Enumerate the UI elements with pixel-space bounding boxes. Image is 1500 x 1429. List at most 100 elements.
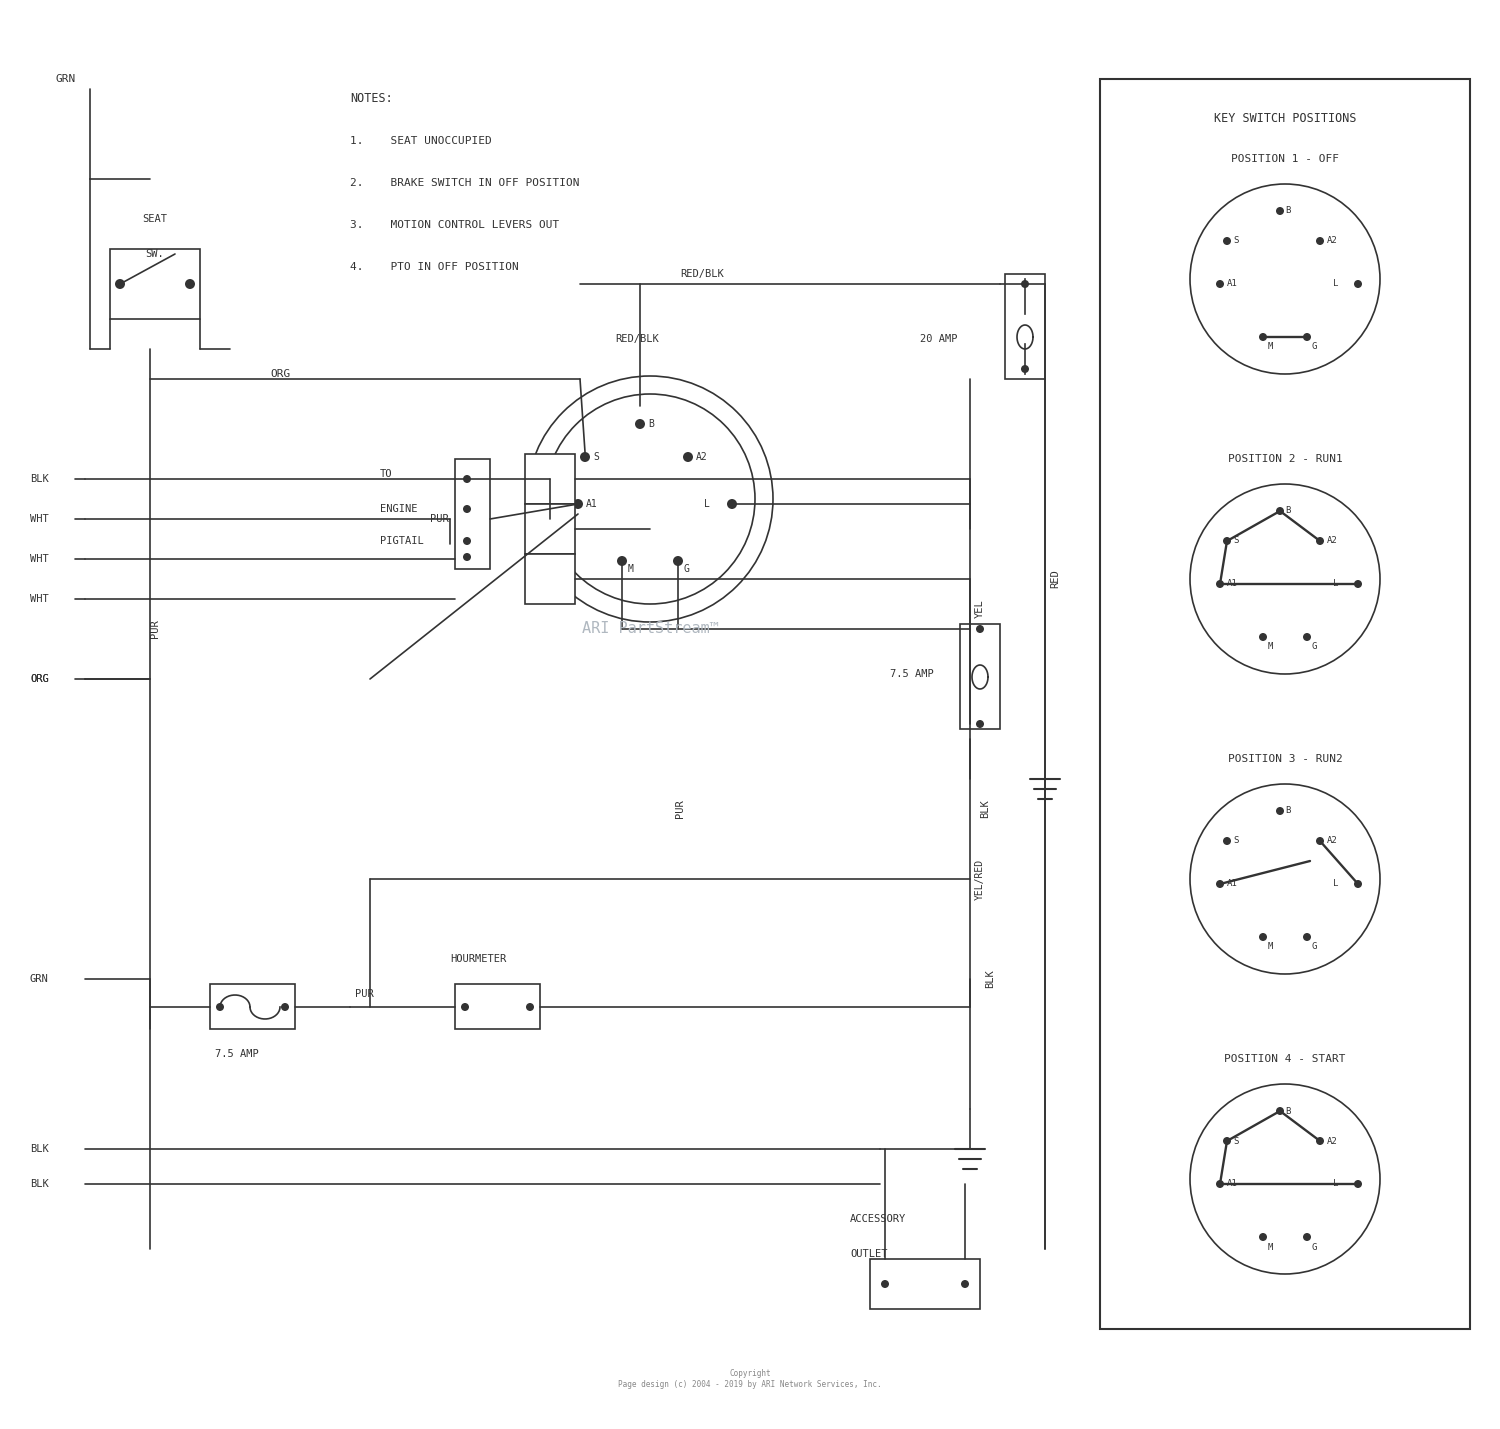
Circle shape — [1216, 280, 1224, 289]
Circle shape — [1258, 633, 1268, 642]
Circle shape — [464, 553, 471, 562]
Text: S: S — [1233, 836, 1239, 846]
Circle shape — [1216, 1180, 1224, 1187]
Text: ORG: ORG — [270, 369, 291, 379]
Text: WHT: WHT — [30, 554, 48, 564]
Circle shape — [116, 279, 124, 289]
Text: BLK: BLK — [30, 1179, 48, 1189]
Text: ORG: ORG — [30, 674, 48, 684]
Text: HOURMETER: HOURMETER — [450, 955, 506, 965]
Text: KEY SWITCH POSITIONS: KEY SWITCH POSITIONS — [1214, 113, 1356, 126]
Circle shape — [1304, 933, 1311, 942]
Text: A1: A1 — [586, 499, 597, 509]
Circle shape — [1258, 1233, 1268, 1240]
Circle shape — [464, 504, 471, 513]
Text: A2: A2 — [1328, 1136, 1338, 1146]
Circle shape — [1222, 537, 1232, 544]
Text: B: B — [1286, 806, 1290, 816]
Text: Copyright
Page design (c) 2004 - 2019 by ARI Network Services, Inc.: Copyright Page design (c) 2004 - 2019 by… — [618, 1369, 882, 1389]
Text: M: M — [628, 564, 634, 574]
Text: S: S — [592, 452, 598, 462]
Text: POSITION 2 - RUN1: POSITION 2 - RUN1 — [1227, 454, 1342, 464]
Text: RED/BLK: RED/BLK — [680, 269, 723, 279]
Text: POSITION 4 - START: POSITION 4 - START — [1224, 1055, 1346, 1065]
Circle shape — [880, 1280, 890, 1288]
Circle shape — [962, 1280, 969, 1288]
Text: 2.    BRAKE SWITCH IN OFF POSITION: 2. BRAKE SWITCH IN OFF POSITION — [350, 179, 579, 189]
Text: PUR: PUR — [356, 989, 374, 999]
Text: POSITION 3 - RUN2: POSITION 3 - RUN2 — [1227, 755, 1342, 765]
Text: NOTES:: NOTES: — [350, 93, 393, 106]
Circle shape — [1276, 507, 1284, 514]
Circle shape — [674, 556, 682, 566]
Circle shape — [216, 1003, 223, 1010]
Text: ARI PartStream™: ARI PartStream™ — [582, 622, 718, 636]
Text: G: G — [1312, 643, 1317, 652]
Text: 3.    MOTION CONTROL LEVERS OUT: 3. MOTION CONTROL LEVERS OUT — [350, 220, 560, 230]
Text: GRN: GRN — [56, 74, 75, 84]
FancyBboxPatch shape — [870, 1259, 980, 1309]
Text: A1: A1 — [1227, 580, 1238, 589]
FancyBboxPatch shape — [1005, 274, 1046, 379]
Text: B: B — [1286, 1106, 1290, 1116]
Text: G: G — [684, 564, 690, 574]
Circle shape — [1316, 237, 1324, 244]
Text: OUTLET: OUTLET — [850, 1249, 888, 1259]
Text: B: B — [1286, 207, 1290, 216]
Circle shape — [1316, 837, 1324, 845]
Text: L: L — [1334, 280, 1338, 289]
FancyBboxPatch shape — [1100, 79, 1470, 1329]
Text: PUR: PUR — [430, 514, 448, 524]
Circle shape — [1354, 280, 1362, 289]
FancyBboxPatch shape — [110, 249, 200, 319]
Circle shape — [634, 419, 645, 429]
Circle shape — [1316, 1137, 1324, 1145]
Text: RED: RED — [1050, 570, 1060, 589]
FancyBboxPatch shape — [960, 624, 1000, 729]
Text: G: G — [1312, 1242, 1317, 1252]
Circle shape — [616, 556, 627, 566]
Text: 7.5 AMP: 7.5 AMP — [890, 669, 933, 679]
FancyBboxPatch shape — [454, 985, 540, 1029]
Text: G: G — [1312, 943, 1317, 952]
Text: A1: A1 — [1227, 1179, 1238, 1189]
Text: RED/BLK: RED/BLK — [615, 334, 658, 344]
Text: BLK: BLK — [30, 1145, 48, 1155]
Text: WHT: WHT — [30, 594, 48, 604]
Circle shape — [280, 1003, 290, 1010]
Text: S: S — [1233, 1136, 1239, 1146]
Circle shape — [1258, 933, 1268, 942]
Text: A1: A1 — [1227, 280, 1238, 289]
FancyBboxPatch shape — [210, 985, 296, 1029]
FancyBboxPatch shape — [525, 554, 574, 604]
Text: M: M — [1268, 343, 1274, 352]
Circle shape — [1304, 633, 1311, 642]
Text: PIGTAIL: PIGTAIL — [380, 536, 423, 546]
Text: YEL/RED: YEL/RED — [975, 859, 986, 900]
Text: TO: TO — [380, 469, 393, 479]
Text: YEL: YEL — [975, 600, 986, 619]
Text: A2: A2 — [1328, 237, 1338, 246]
Text: L: L — [704, 499, 710, 509]
Circle shape — [1276, 807, 1284, 815]
Text: ACCESSORY: ACCESSORY — [850, 1215, 906, 1225]
Text: 4.    PTO IN OFF POSITION: 4. PTO IN OFF POSITION — [350, 262, 519, 272]
Text: GRN: GRN — [30, 975, 48, 985]
Text: BLK: BLK — [980, 800, 990, 819]
Text: SEAT: SEAT — [142, 214, 168, 224]
Text: WHT: WHT — [30, 514, 48, 524]
Text: B: B — [1286, 506, 1290, 516]
Circle shape — [1304, 333, 1311, 342]
Text: L: L — [1334, 1179, 1338, 1189]
Circle shape — [976, 720, 984, 727]
Text: BLK: BLK — [986, 970, 994, 989]
Text: SW.: SW. — [146, 249, 165, 259]
Circle shape — [460, 1003, 470, 1010]
Circle shape — [1222, 1137, 1232, 1145]
Circle shape — [526, 1003, 534, 1010]
Text: L: L — [1334, 879, 1338, 889]
Circle shape — [1022, 364, 1029, 373]
Text: 1.    SEAT UNOCCUPIED: 1. SEAT UNOCCUPIED — [350, 136, 492, 146]
Circle shape — [1022, 280, 1029, 289]
Text: B: B — [648, 419, 654, 429]
